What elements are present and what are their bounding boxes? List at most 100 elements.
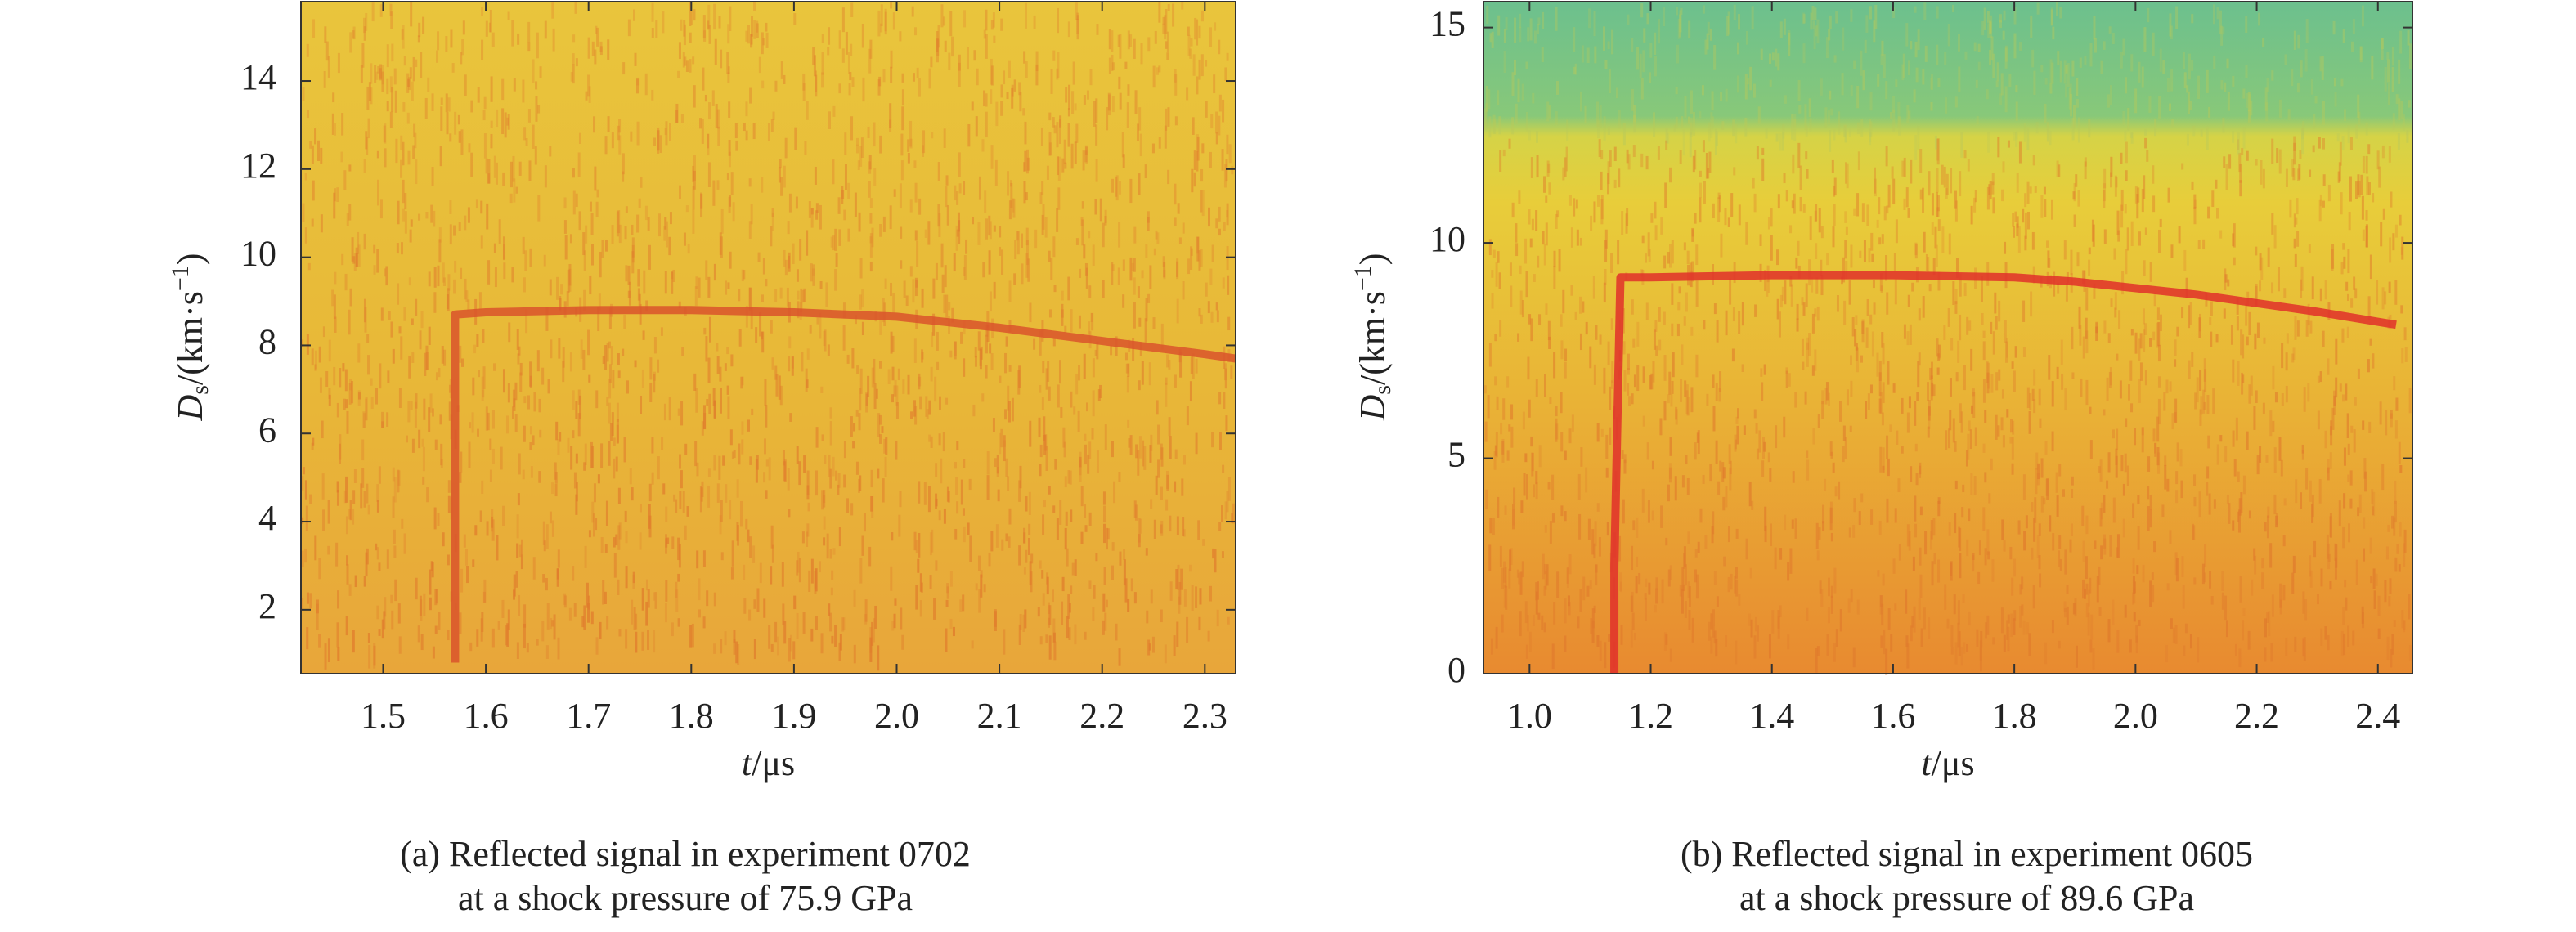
noise-speck — [2116, 353, 2119, 361]
noise-speck — [695, 276, 698, 289]
noise-speck — [1990, 321, 1993, 334]
noise-speck — [1804, 391, 1807, 405]
noise-speck — [1008, 364, 1012, 372]
noise-speck — [2038, 555, 2041, 570]
noise-speck — [1075, 373, 1079, 395]
noise-speck — [2382, 208, 2385, 220]
noise-speck — [1882, 382, 1885, 404]
noise-speck — [522, 469, 525, 480]
noise-speck — [975, 583, 978, 591]
noise-speck — [380, 307, 384, 321]
noise-speck — [649, 382, 653, 402]
noise-speck — [1833, 55, 1837, 63]
noise-speck — [547, 379, 550, 394]
noise-speck — [420, 52, 423, 78]
noise-speck — [1555, 213, 1558, 229]
noise-speck — [373, 643, 376, 669]
noise-speck — [2017, 226, 2021, 253]
noise-speck — [2304, 48, 2308, 72]
noise-speck — [424, 352, 427, 376]
noise-speck — [1025, 61, 1028, 78]
noise-speck — [2389, 578, 2392, 594]
noise-speck — [1865, 15, 1869, 33]
noise-speck — [1885, 146, 1888, 167]
noise-speck — [761, 80, 765, 89]
noise-speck — [1608, 69, 1611, 93]
noise-speck — [393, 529, 396, 544]
noise-speck — [2248, 510, 2251, 519]
noise-speck — [1070, 309, 1073, 333]
noise-speck — [591, 244, 595, 266]
noise-speck — [848, 83, 851, 96]
noise-speck — [1655, 345, 1658, 356]
noise-speck — [1547, 163, 1551, 173]
noise-speck — [337, 590, 340, 609]
noise-speck — [1084, 145, 1088, 155]
noise-speck — [918, 376, 922, 387]
noise-speck — [841, 7, 845, 33]
noise-speck — [1879, 595, 1883, 607]
noise-speck — [1088, 580, 1092, 589]
noise-speck — [1668, 167, 1672, 183]
noise-speck — [1694, 149, 1697, 170]
noise-speck — [2088, 259, 2091, 276]
noise-speck — [831, 570, 834, 580]
noise-speck — [1753, 635, 1757, 659]
noise-speck — [1665, 140, 1668, 150]
noise-speck — [1067, 108, 1070, 117]
noise-speck — [516, 514, 519, 539]
noise-speck — [2175, 490, 2179, 504]
x-tick-label: 1.8 — [1992, 696, 2037, 736]
noise-speck — [2085, 287, 2089, 311]
noise-speck — [1225, 415, 1228, 432]
noise-speck — [2301, 450, 2304, 460]
noise-speck — [379, 199, 383, 219]
noise-speck — [2033, 399, 2036, 414]
noise-speck — [1061, 309, 1064, 318]
noise-speck — [2166, 78, 2170, 92]
noise-speck — [1818, 527, 1821, 540]
noise-speck — [919, 600, 922, 617]
noise-speck — [587, 603, 590, 623]
noise-speck — [464, 74, 467, 96]
noise-speck — [1124, 578, 1128, 603]
noise-speck — [622, 348, 625, 356]
noise-speck — [1927, 257, 1930, 272]
noise-speck — [1879, 446, 1883, 473]
noise-speck — [1181, 478, 1184, 496]
noise-speck — [865, 392, 868, 413]
noise-speck — [915, 585, 918, 610]
noise-speck — [643, 270, 646, 294]
noise-speck — [2146, 150, 2149, 162]
noise-speck — [2130, 132, 2134, 144]
noise-speck — [1113, 481, 1116, 504]
noise-speck — [2000, 73, 2004, 96]
noise-speck — [828, 603, 831, 616]
noise-speck — [367, 633, 370, 643]
noise-speck — [958, 183, 962, 194]
noise-speck — [2369, 338, 2372, 346]
noise-speck — [1588, 8, 1591, 29]
noise-speck — [2182, 585, 2185, 609]
noise-speck — [1658, 339, 1662, 351]
noise-speck — [485, 158, 488, 174]
noise-speck — [2237, 509, 2241, 533]
noise-speck — [1511, 202, 1515, 218]
noise-speck — [899, 491, 902, 508]
noise-speck — [1887, 184, 1891, 208]
noise-speck — [410, 401, 413, 410]
noise-speck — [1488, 89, 1491, 110]
noise-speck — [1667, 252, 1670, 264]
noise-speck — [2282, 585, 2286, 601]
noise-speck — [1156, 400, 1159, 415]
noise-speck — [544, 165, 547, 188]
noise-speck — [304, 480, 307, 500]
noise-speck — [2381, 38, 2384, 51]
noise-speck — [2033, 518, 2036, 542]
noise-speck — [1010, 182, 1013, 208]
noise-speck — [2084, 589, 2087, 599]
noise-speck — [1764, 525, 1767, 543]
noise-speck — [1579, 237, 1582, 246]
noise-speck — [1052, 618, 1056, 643]
noise-speck — [1641, 488, 1645, 513]
